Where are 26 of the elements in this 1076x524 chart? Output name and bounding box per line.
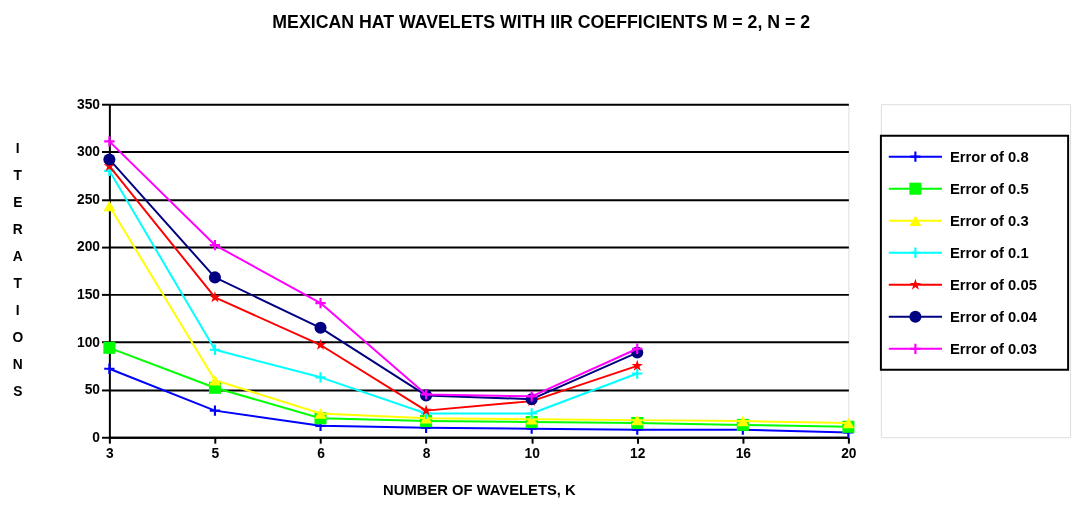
y-tick-label: 100 [77, 334, 101, 350]
y-tick-label: 50 [84, 382, 101, 398]
x-tick-label: 20 [841, 446, 857, 462]
x-tick-label: 10 [524, 446, 541, 462]
legend-label: Error of 0.04 [949, 308, 1038, 325]
legend-label: Error of 0.5 [949, 180, 1029, 197]
legend-label: Error of 0.3 [949, 212, 1029, 229]
y-tick-label: 300 [77, 144, 101, 160]
legend-label: Error of 0.05 [949, 276, 1037, 293]
y-tick-label: 150 [77, 286, 101, 302]
y-tick-label: 350 [77, 96, 101, 112]
y-tick-label: 200 [77, 239, 101, 255]
x-axis-title: NUMBER OF WAVELETS, K [383, 481, 576, 498]
y-tick-label: 0 [92, 429, 101, 445]
x-tick-label: 8 [422, 446, 431, 462]
legend-label: Error of 0.8 [949, 148, 1029, 165]
chart-title: MEXICAN HAT WAVELETS WITH IIR COEFFICIENTS M = 2, N = 2 [272, 11, 811, 32]
legend-label: Error of 0.03 [949, 340, 1037, 357]
legend-label: Error of 0.1 [949, 244, 1029, 261]
x-tick-label: 3 [106, 446, 115, 462]
text: ITERATIONS [12, 141, 24, 400]
y-tick-label: 250 [77, 191, 101, 207]
x-tick-label: 12 [630, 446, 646, 462]
x-tick-label: 6 [317, 446, 326, 462]
x-tick-label: 16 [735, 446, 752, 462]
x-tick-label: 5 [211, 446, 220, 462]
